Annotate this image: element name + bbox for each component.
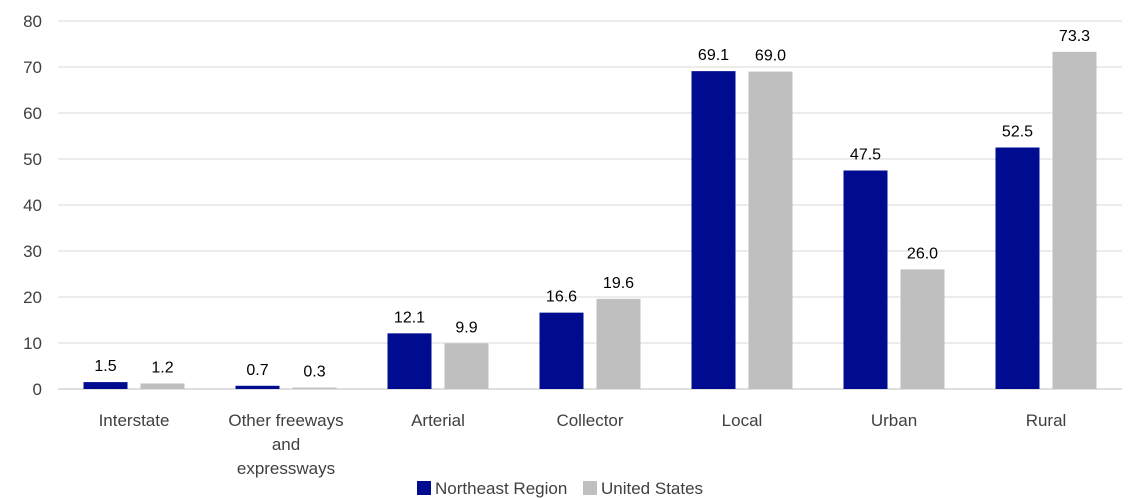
bar-northeast-region-4: [691, 71, 736, 389]
data-label: 19.6: [603, 275, 634, 292]
data-labels: 1.5 1.2 0.7 0.3 12.1 9.9 16.6 19.6 69.1 69.0 47.5 2…: [94, 28, 1090, 381]
category-label: Urban: [871, 411, 917, 430]
data-label: 12.1: [394, 309, 425, 326]
bar-northeast-region-6: [995, 147, 1040, 389]
bar-united-states-5: [900, 269, 945, 389]
bar-united-states-6: [1052, 51, 1097, 389]
data-label: 69.0: [755, 48, 786, 65]
category-label: Rural: [1026, 411, 1067, 430]
data-label: 73.3: [1059, 28, 1090, 45]
category-label: Local: [722, 411, 763, 430]
category-label: Arterial: [411, 411, 465, 430]
bar-united-states-2: [444, 343, 489, 389]
y-tick-label: 20: [23, 288, 42, 307]
data-label: 16.6: [546, 289, 577, 306]
gridlines: [58, 20, 1122, 390]
bar-northeast-region-5: [843, 170, 888, 389]
y-axis-ticks: 0 10 20 30 40 50 60 70 80: [23, 12, 42, 399]
data-label: 9.9: [455, 319, 477, 336]
category-label: Interstate: [99, 411, 170, 430]
legend-label: United States: [601, 479, 703, 498]
category-label: Other freeways and expressways: [228, 411, 343, 478]
legend: Northeast Region United States: [417, 479, 703, 498]
y-tick-label: 30: [23, 242, 42, 261]
y-tick-label: 80: [23, 12, 42, 31]
legend-swatch: [417, 481, 431, 495]
data-label: 0.7: [246, 362, 268, 379]
category-label: Collector: [556, 411, 623, 430]
data-label: 1.5: [94, 358, 116, 375]
y-tick-label: 10: [23, 334, 42, 353]
bar-united-states-4: [748, 71, 793, 389]
y-tick-label: 40: [23, 196, 42, 215]
y-tick-label: 0: [33, 380, 42, 399]
y-tick-label: 60: [23, 104, 42, 123]
legend-swatch: [583, 481, 597, 495]
bars: [83, 51, 1097, 389]
bar-northeast-region-3: [539, 312, 584, 389]
data-label: 52.5: [1002, 124, 1033, 141]
legend-label: Northeast Region: [435, 479, 567, 498]
data-label: 1.2: [151, 359, 173, 376]
x-axis-categories: Interstate Other freeways and expressways Ar…: [99, 411, 1067, 478]
bar-northeast-region-2: [387, 333, 432, 389]
y-tick-label: 50: [23, 150, 42, 169]
data-label: 47.5: [850, 147, 881, 164]
data-label: 0.3: [303, 364, 325, 381]
bar-northeast-region-0: [83, 382, 128, 389]
bar-united-states-0: [140, 383, 185, 389]
data-label: 26.0: [907, 245, 938, 262]
bar-northeast-region-1: [235, 385, 280, 389]
bar-united-states-1: [292, 387, 337, 389]
data-label: 69.1: [698, 47, 729, 64]
y-tick-label: 70: [23, 58, 42, 77]
bar-united-states-3: [596, 298, 641, 389]
